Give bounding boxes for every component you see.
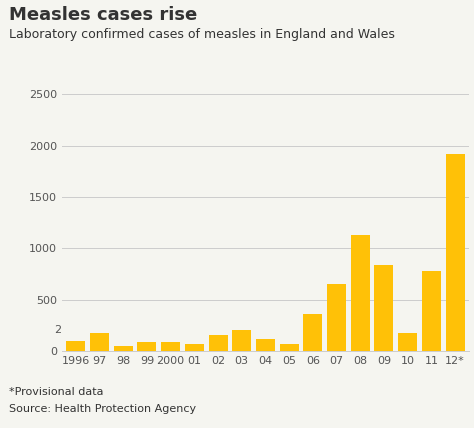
Bar [280,344,299,351]
Bar [398,333,417,351]
Bar [327,284,346,351]
Text: Measles cases rise: Measles cases rise [9,6,198,24]
Text: *Provisional data: *Provisional data [9,387,104,397]
Text: 2: 2 [54,325,61,336]
Bar [209,335,228,351]
Bar [351,235,370,351]
Bar [422,271,441,351]
Bar [66,341,85,351]
Bar [137,342,156,351]
Bar [303,314,322,351]
Text: Source: Health Protection Agency: Source: Health Protection Agency [9,404,197,414]
Text: Laboratory confirmed cases of measles in England and Wales: Laboratory confirmed cases of measles in… [9,28,395,41]
Bar [114,346,133,351]
Bar [90,333,109,351]
Bar [232,330,251,351]
Bar [374,265,393,351]
Bar [161,342,180,351]
Bar [256,339,275,351]
Bar [185,344,204,351]
Bar [446,154,465,351]
